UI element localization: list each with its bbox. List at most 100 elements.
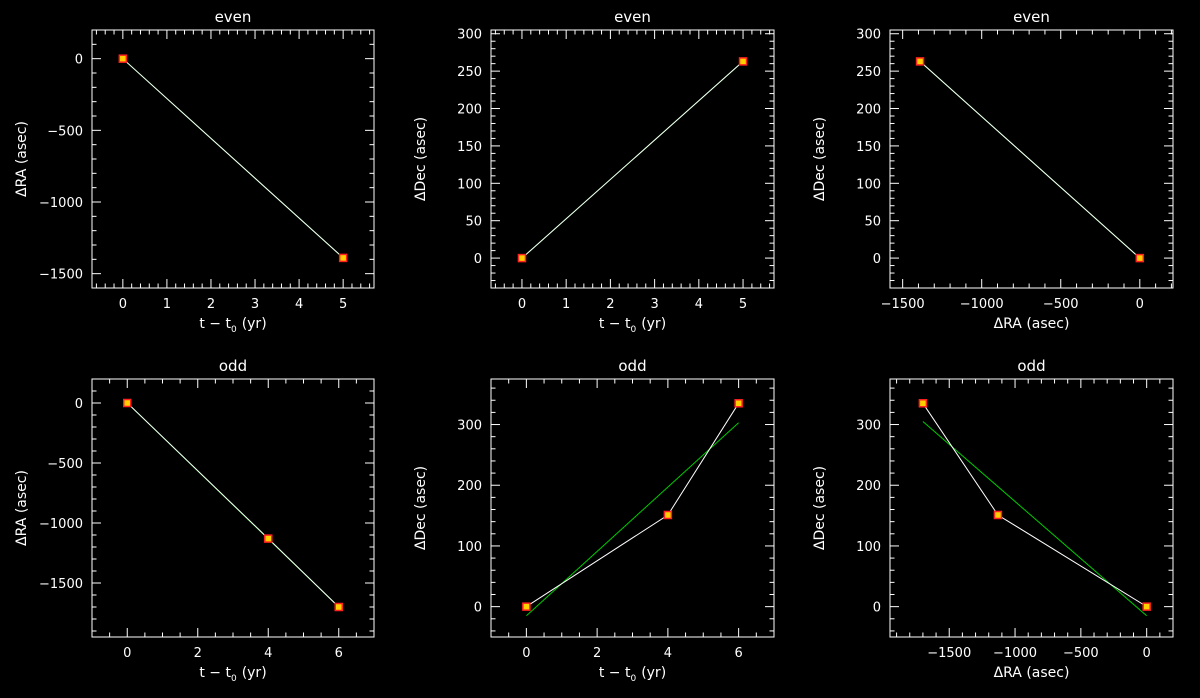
plot-frame: [889, 29, 1174, 289]
x-tick-label: 5: [739, 297, 747, 312]
x-tick-label: −1000: [960, 297, 1004, 312]
data-line: [922, 403, 1147, 608]
data-point-marker: [915, 57, 925, 66]
data-point-marker: [123, 398, 132, 408]
y-tick-label: −1000: [39, 517, 83, 532]
x-axis-label: t − t0 (yr): [599, 316, 666, 335]
x-tick-label: −1500: [927, 646, 971, 661]
x-axis-label-main: t − t: [599, 665, 631, 681]
y-tick-label: 300: [856, 419, 881, 434]
x-tick-label: 6: [734, 646, 742, 661]
x-tick-label: 2: [207, 297, 215, 312]
x-tick-label: 1: [562, 297, 570, 312]
chart-even-dec-ra: −1500 −1000 −500 0 0 50 100 150 200 250 300 even ΔRA…: [812, 8, 1174, 332]
x-tick-label: 0: [119, 297, 127, 312]
x-axis-label-main: ΔRA (asec): [994, 665, 1070, 681]
y-tick-label: 50: [465, 215, 482, 230]
x-axis-label-subscript: 0: [630, 674, 636, 684]
x-axis-label: ΔRA (asec): [994, 316, 1070, 332]
y-tick-label: 250: [856, 65, 881, 80]
data-point-marker: [1142, 602, 1151, 611]
y-tick-label: 150: [457, 140, 482, 155]
fit-line: [526, 422, 739, 617]
x-tick-label: 1: [163, 297, 171, 312]
x-tick-label: 0: [123, 646, 131, 661]
y-tick-label: 150: [856, 140, 881, 155]
data-point-marker: [738, 57, 748, 66]
chart-title: odd: [1017, 357, 1045, 375]
y-tick-label: 50: [864, 215, 881, 230]
plot-frame: [490, 378, 775, 638]
data-point-marker: [663, 510, 673, 520]
data-point-marker: [264, 534, 273, 543]
y-tick-label: 300: [856, 28, 881, 43]
x-axis-label: ΔRA (asec): [994, 665, 1070, 681]
y-axis-label: ΔRA (asec): [14, 121, 30, 197]
y-tick-label: −1000: [39, 196, 83, 211]
x-tick-label: 0: [522, 646, 530, 661]
data-point-marker: [517, 253, 527, 263]
data-line: [122, 58, 344, 259]
data-point-marker: [118, 54, 128, 63]
x-tick-label: 0: [1136, 297, 1144, 312]
y-tick-label: 250: [457, 65, 482, 80]
chart-title: even: [614, 8, 651, 26]
x-tick-label: 3: [650, 297, 658, 312]
y-tick-label: −1500: [39, 268, 83, 283]
x-tick-label: −500: [1063, 646, 1099, 661]
x-axis-label-unit: (yr): [242, 665, 267, 681]
x-axis-label-main: t − t: [199, 665, 231, 681]
x-axis-label-unit: (yr): [641, 665, 666, 681]
x-tick-label: 4: [264, 646, 272, 661]
data-point-marker: [918, 399, 928, 408]
y-axis-label: ΔDec (asec): [413, 117, 429, 201]
chart-title: odd: [219, 357, 247, 375]
data-point-marker: [734, 399, 743, 408]
x-axis-label: t − t0 (yr): [599, 665, 666, 684]
chart-title: even: [1013, 8, 1050, 26]
x-tick-label: 6: [335, 646, 343, 661]
x-tick-label: 2: [194, 646, 202, 661]
y-axis-label: ΔRA (asec): [14, 470, 30, 546]
y-tick-label: 200: [856, 103, 881, 118]
x-axis-label-main: t − t: [199, 316, 231, 332]
x-tick-label: −500: [1043, 297, 1079, 312]
data-point-marker: [993, 510, 1003, 520]
data-point-marker: [338, 253, 348, 263]
x-tick-label: 4: [295, 297, 303, 312]
y-tick-label: 100: [457, 177, 482, 192]
y-tick-label: 0: [75, 397, 83, 412]
x-axis-label-unit: (yr): [242, 316, 267, 332]
y-tick-label: 0: [75, 53, 83, 68]
y-tick-label: 200: [457, 479, 482, 494]
data-line: [521, 61, 744, 259]
y-tick-label: 200: [457, 103, 482, 118]
data-line: [126, 402, 340, 608]
y-tick-label: 0: [474, 601, 482, 616]
x-tick-label: 4: [664, 646, 672, 661]
chart-title: odd: [618, 357, 646, 375]
y-tick-label: 0: [873, 601, 881, 616]
y-tick-label: 200: [856, 479, 881, 494]
data-point-marker: [334, 602, 343, 612]
y-tick-label: 100: [856, 177, 881, 192]
y-tick-label: −500: [47, 457, 83, 472]
y-tick-label: 0: [873, 252, 881, 267]
x-axis-label-unit: (yr): [641, 316, 666, 332]
data-line: [919, 61, 1141, 259]
y-tick-label: −1500: [39, 577, 83, 592]
y-axis-label: ΔDec (asec): [812, 466, 828, 550]
chart-title: even: [215, 8, 252, 26]
x-tick-label: 2: [606, 297, 614, 312]
data-point-marker: [1135, 253, 1145, 263]
x-axis-label-main: ΔRA (asec): [994, 316, 1070, 332]
x-tick-label: −1500: [881, 297, 925, 312]
y-tick-label: 100: [457, 540, 482, 555]
y-tick-label: 300: [457, 419, 482, 434]
x-tick-label: 4: [695, 297, 703, 312]
